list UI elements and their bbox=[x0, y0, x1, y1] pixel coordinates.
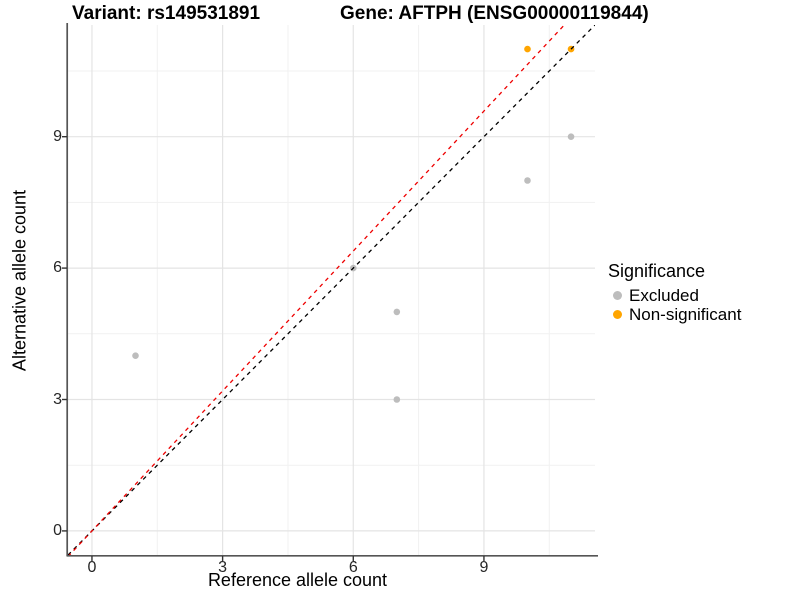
gene-title: Gene: AFTPH (ENSG00000119844) bbox=[340, 3, 649, 24]
x-tick-label: 9 bbox=[479, 559, 489, 576]
data-point-excluded bbox=[567, 133, 575, 140]
data-point-excluded bbox=[524, 177, 531, 184]
legend-item-label: Excluded bbox=[629, 285, 699, 305]
y-tick-label: 0 bbox=[53, 521, 62, 539]
legend-swatch-dot bbox=[613, 310, 622, 319]
significance-legend: Significance Excluded Non-significant bbox=[608, 261, 741, 324]
variant-title: Variant: rs149531891 bbox=[72, 3, 261, 24]
x-tick-label: 3 bbox=[218, 559, 228, 576]
data-point-excluded bbox=[393, 308, 401, 316]
legend-item: Excluded bbox=[608, 286, 741, 305]
legend-items: Excluded Non-significant bbox=[608, 286, 741, 324]
identity-dashed-line bbox=[68, 25, 595, 555]
legend-swatch-dot bbox=[613, 291, 622, 300]
legend-item: Non-significant bbox=[608, 305, 741, 324]
y-tick-label: 6 bbox=[53, 259, 62, 277]
y-tick-label: 9 bbox=[53, 127, 62, 145]
legend-title: Significance bbox=[608, 261, 706, 281]
fit-dashed-line bbox=[68, 25, 566, 555]
data-point-excluded bbox=[132, 352, 139, 360]
x-tick-label: 0 bbox=[87, 559, 97, 576]
y-tick-label: 3 bbox=[53, 390, 62, 408]
data-point-excluded bbox=[393, 396, 401, 403]
x-tick-label: 6 bbox=[348, 559, 358, 576]
legend-item-label: Non-significant bbox=[629, 304, 742, 324]
x-axis-title: Reference allele count bbox=[207, 570, 388, 590]
data-point-non-significant bbox=[524, 45, 531, 53]
